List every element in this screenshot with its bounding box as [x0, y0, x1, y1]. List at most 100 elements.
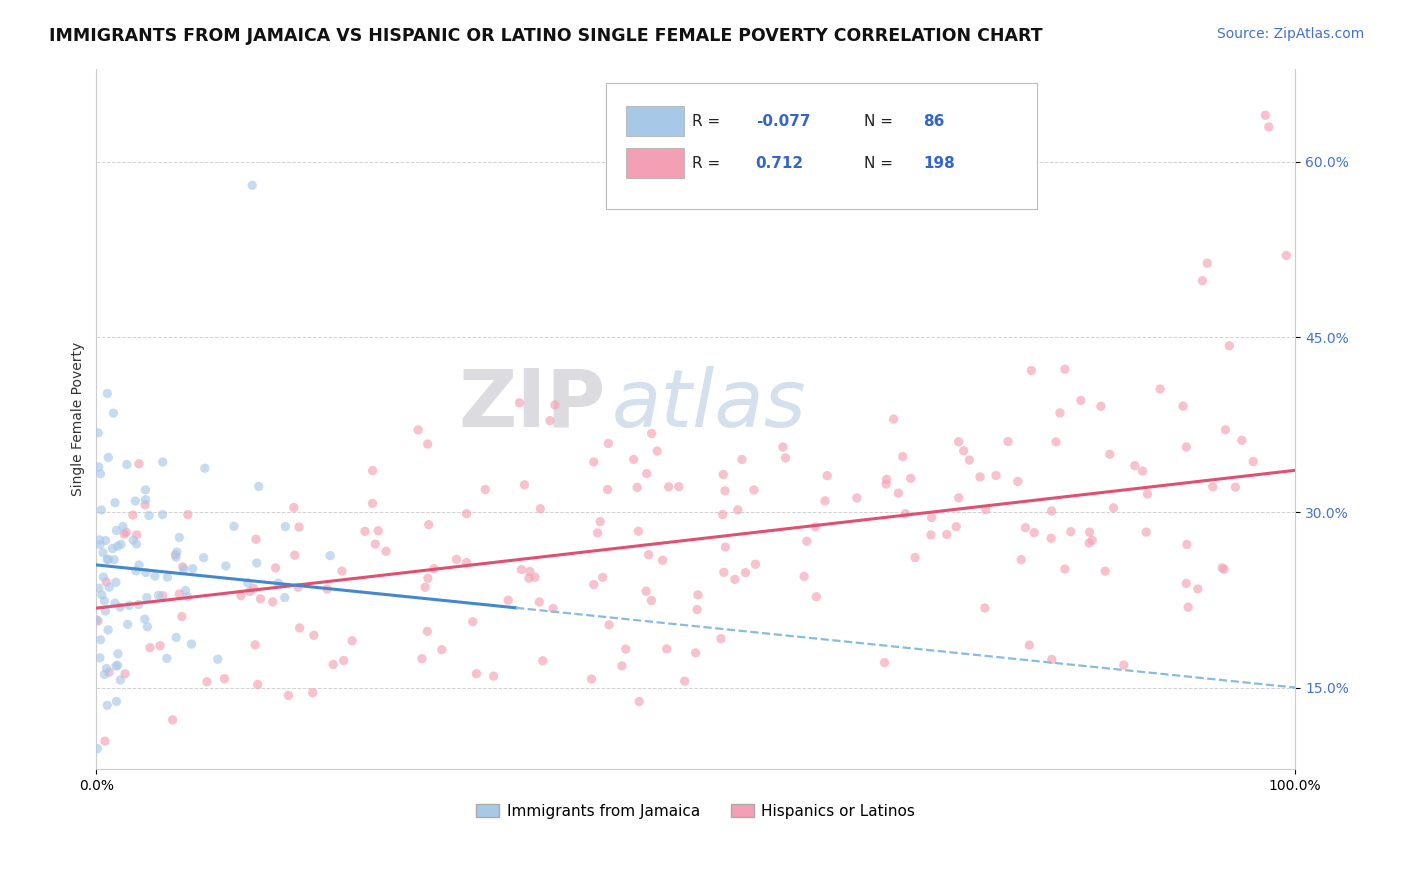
Point — [628, 694, 651, 708]
Point — [124, 494, 146, 508]
Point — [207, 652, 229, 666]
Point — [156, 570, 179, 584]
Point — [165, 550, 187, 565]
Point — [1045, 434, 1067, 449]
Point — [222, 519, 245, 533]
Point — [446, 552, 468, 566]
Point — [1197, 256, 1219, 270]
Point — [87, 581, 110, 595]
Point — [93, 570, 115, 584]
Point — [1254, 108, 1277, 122]
Point — [1241, 454, 1264, 468]
Point — [114, 666, 136, 681]
Text: N =: N = — [863, 113, 897, 128]
Point — [772, 440, 794, 454]
Point — [90, 588, 112, 602]
Point — [193, 550, 215, 565]
Point — [513, 478, 536, 492]
Point — [626, 480, 648, 494]
Point — [103, 553, 125, 567]
Point — [640, 426, 662, 441]
Point — [118, 599, 141, 613]
Point — [274, 519, 297, 533]
Point — [135, 566, 157, 580]
Point — [997, 434, 1019, 449]
Point — [406, 423, 429, 437]
Point — [262, 595, 284, 609]
Point — [136, 620, 159, 634]
Point — [174, 583, 197, 598]
Point — [900, 471, 922, 485]
Point — [215, 558, 238, 573]
Point — [361, 496, 384, 510]
Point — [482, 669, 505, 683]
Point — [134, 612, 156, 626]
Point — [1149, 382, 1171, 396]
Point — [245, 533, 267, 547]
Point — [288, 621, 311, 635]
Point — [87, 459, 110, 474]
Point — [94, 734, 117, 748]
Point — [891, 450, 914, 464]
Point — [288, 520, 311, 534]
Point — [418, 517, 440, 532]
Point — [94, 533, 117, 548]
Point — [920, 528, 942, 542]
Point — [845, 491, 868, 505]
Point — [97, 623, 120, 637]
Point — [107, 647, 129, 661]
Point — [1218, 339, 1240, 353]
Point — [465, 666, 488, 681]
Point — [115, 458, 138, 472]
Point — [90, 503, 112, 517]
Point — [541, 601, 564, 615]
Point — [524, 570, 547, 584]
Point — [1191, 274, 1213, 288]
Point — [96, 574, 118, 589]
Point — [1090, 399, 1112, 413]
Point — [734, 566, 756, 580]
Point — [149, 639, 172, 653]
Point — [1175, 537, 1198, 551]
Point — [461, 615, 484, 629]
Point — [1225, 480, 1247, 494]
Point — [815, 468, 838, 483]
Point — [627, 524, 650, 539]
Point — [90, 632, 112, 647]
Point — [544, 398, 567, 412]
Point — [96, 698, 118, 713]
Point — [249, 591, 271, 606]
Point — [1053, 562, 1076, 576]
Point — [91, 546, 114, 560]
Point — [287, 580, 309, 594]
Text: -0.077: -0.077 — [756, 113, 810, 128]
Point — [724, 572, 747, 586]
Point — [1257, 120, 1279, 134]
Point — [519, 565, 541, 579]
Point — [176, 590, 198, 604]
Point — [96, 552, 118, 566]
Point — [361, 464, 384, 478]
Point — [582, 577, 605, 591]
Point — [1021, 363, 1043, 377]
Point — [1187, 582, 1209, 596]
FancyBboxPatch shape — [606, 83, 1038, 209]
Point — [1094, 564, 1116, 578]
Point — [340, 633, 363, 648]
Point — [711, 508, 734, 522]
Point — [945, 519, 967, 533]
Point — [107, 658, 129, 673]
Point — [887, 486, 910, 500]
Point — [367, 524, 389, 538]
Point — [589, 515, 612, 529]
Point — [636, 467, 658, 481]
Point — [413, 580, 436, 594]
Point — [93, 667, 115, 681]
Point — [1040, 531, 1063, 545]
Point — [166, 545, 188, 559]
Point — [793, 569, 815, 583]
Point — [277, 689, 299, 703]
Point — [742, 483, 765, 497]
Point — [354, 524, 377, 539]
Point — [456, 507, 478, 521]
